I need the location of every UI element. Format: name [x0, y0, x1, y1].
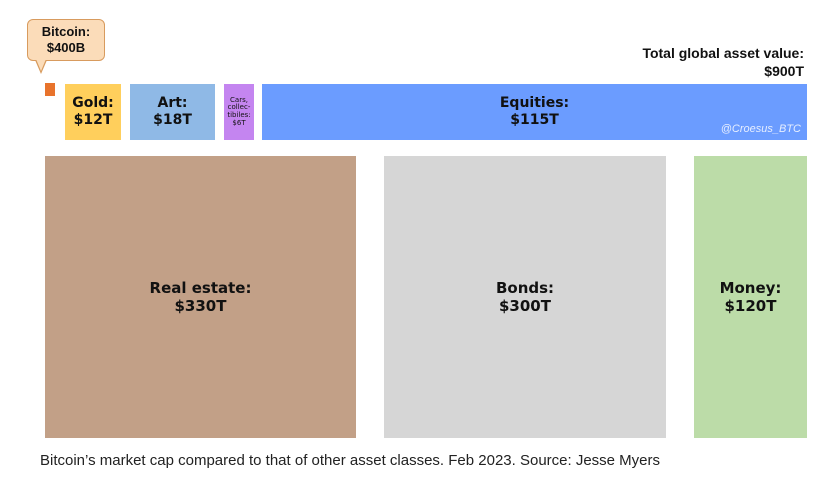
block-bonds: Bonds: $300T	[384, 156, 666, 438]
block-equities: Equities: $115T	[262, 84, 807, 140]
block-value: $120T	[724, 297, 777, 315]
bitcoin-block	[45, 83, 55, 96]
block-real-estate: Real estate: $330T	[45, 156, 356, 438]
block-label: Gold:	[72, 95, 114, 112]
bitcoin-callout: Bitcoin: $400B	[27, 19, 105, 61]
block-art: Art: $18T	[130, 84, 215, 140]
watermark: @Croesus_BTC	[720, 123, 801, 135]
bitcoin-callout-label: Bitcoin:	[41, 23, 91, 39]
block-value: $12T	[73, 112, 113, 128]
block-label: Equities:	[499, 95, 570, 112]
bitcoin-callout-value: $400B	[46, 40, 86, 55]
block-label: Money:	[719, 279, 782, 297]
block-gold: Gold: $12T	[65, 84, 121, 140]
total-asset-value: Total global asset value: $900T	[642, 45, 804, 80]
block-money: Money: $120T	[694, 156, 807, 438]
block-value: $300T	[499, 297, 551, 315]
block-value: $6T	[232, 118, 246, 127]
block-value: $330T	[174, 297, 227, 315]
block-value: $115T	[510, 112, 559, 128]
figure-caption: Bitcoin’s market cap compared to that of…	[40, 452, 661, 469]
block-value: $18T	[153, 112, 192, 128]
block-label: Real estate:	[149, 279, 252, 297]
total-value: $900T	[764, 62, 804, 79]
block-label: Art:	[157, 95, 188, 112]
block-cars-collectibles: Cars, collec-tibiles: $6T	[224, 84, 254, 140]
total-label: Total global asset value:	[642, 45, 804, 61]
block-label: Cars, collec-tibiles:	[227, 95, 251, 119]
block-label: Bonds:	[495, 279, 555, 297]
callout-pointer-fill	[36, 59, 46, 71]
